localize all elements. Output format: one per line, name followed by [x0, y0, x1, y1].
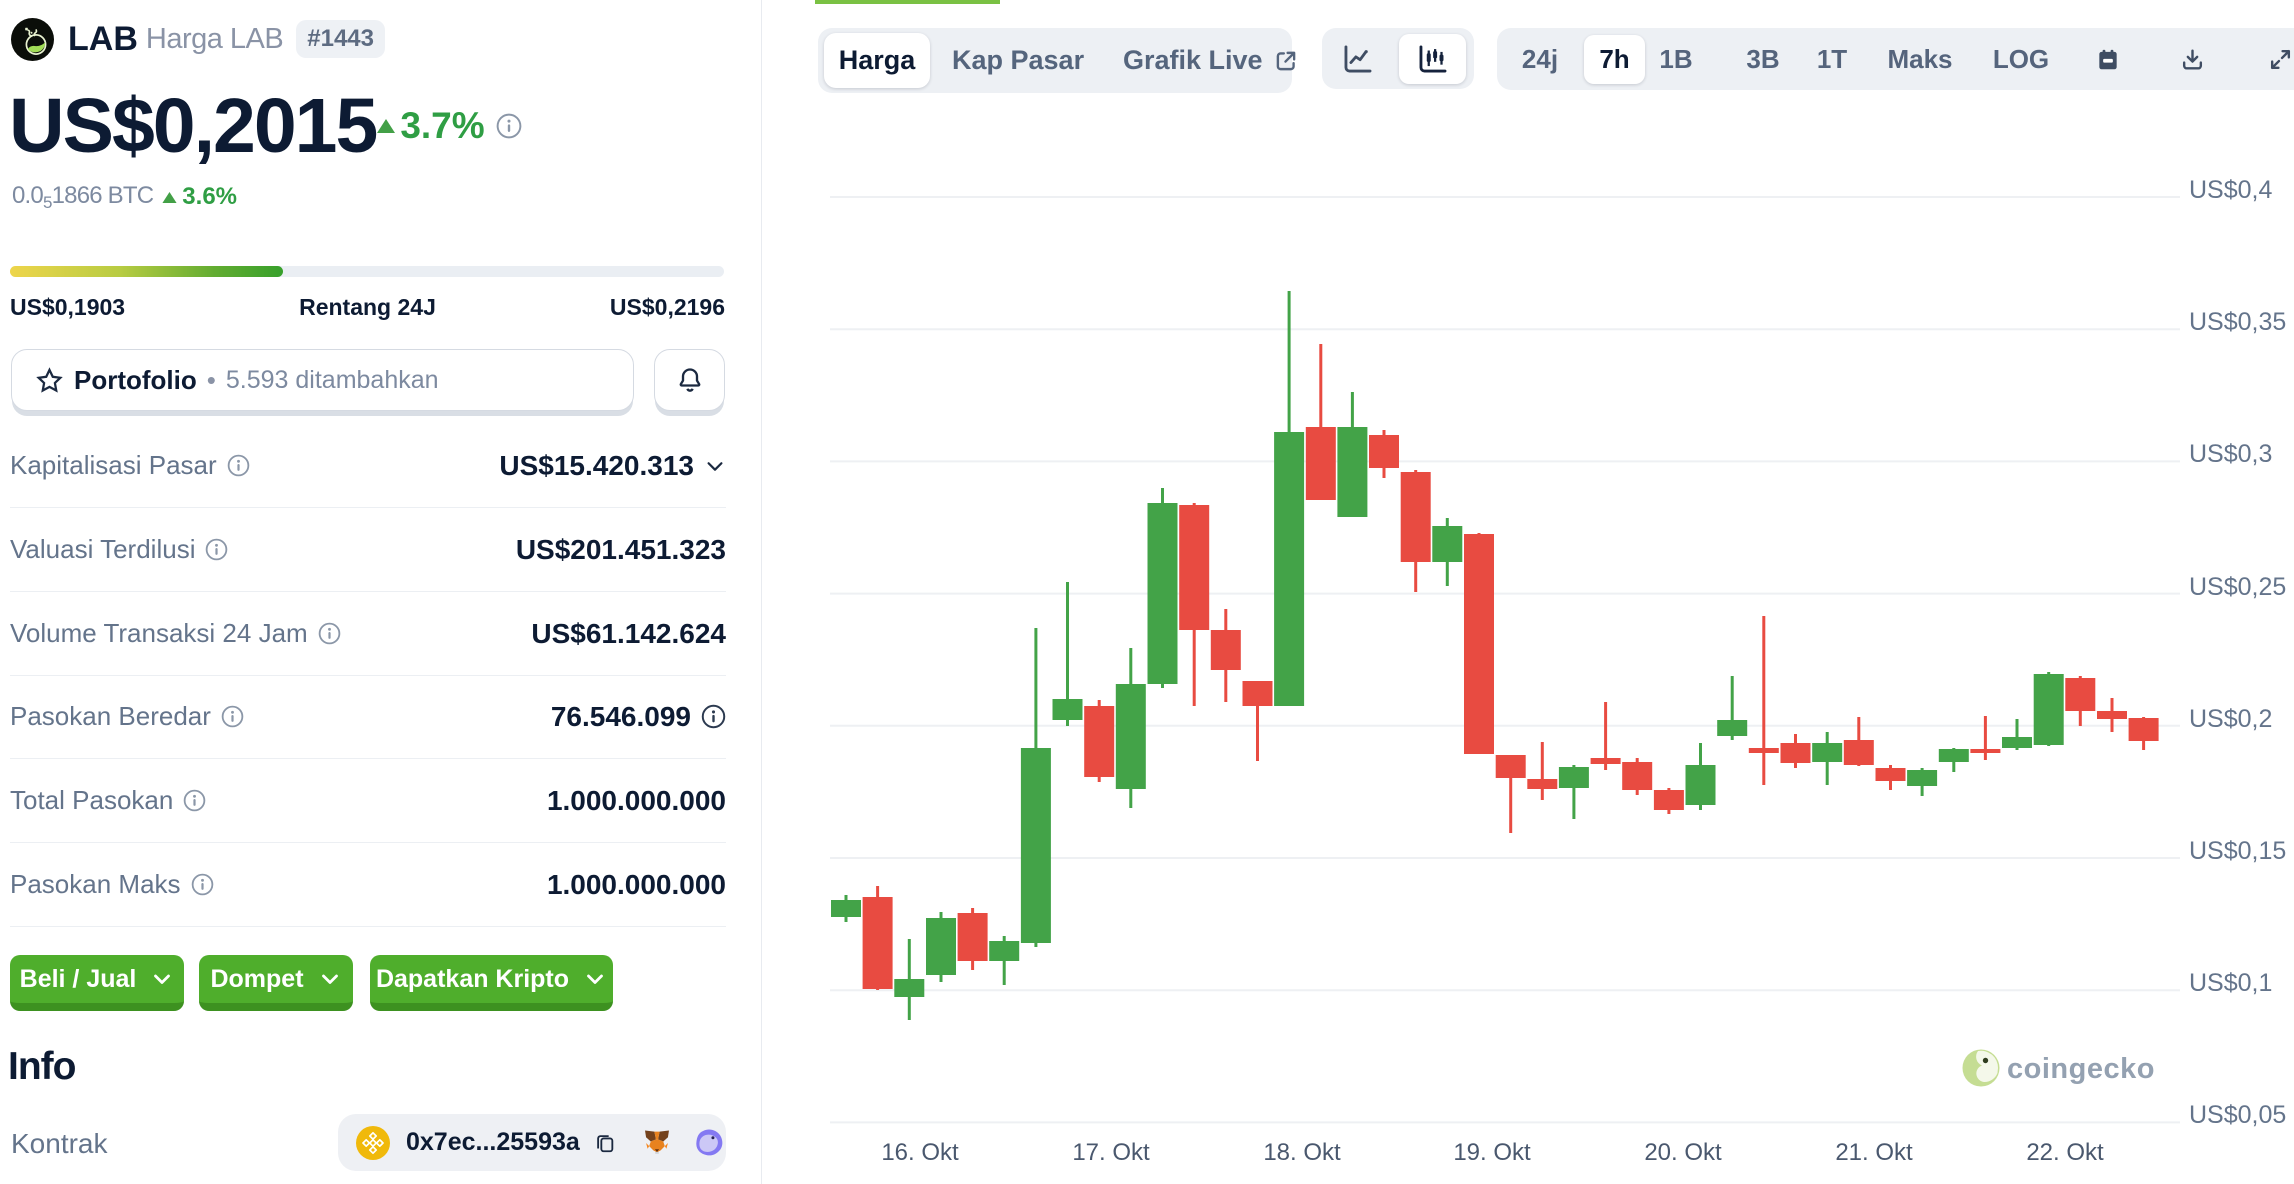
svg-text:US$0,25: US$0,25 — [2189, 573, 2286, 601]
svg-text:20. Okt: 20. Okt — [1644, 1139, 1722, 1166]
svg-text:US$0,3: US$0,3 — [2189, 440, 2272, 468]
svg-text:US$0,2: US$0,2 — [2189, 705, 2272, 733]
svg-text:17. Okt: 17. Okt — [1072, 1139, 1150, 1166]
svg-text:US$0,4: US$0,4 — [2189, 176, 2272, 204]
svg-text:coingecko: coingecko — [2007, 1053, 2155, 1085]
svg-text:18. Okt: 18. Okt — [1263, 1139, 1341, 1166]
svg-text:US$0,15: US$0,15 — [2189, 837, 2286, 865]
svg-text:21. Okt: 21. Okt — [1835, 1139, 1913, 1166]
svg-text:16. Okt: 16. Okt — [881, 1139, 959, 1166]
svg-text:22. Okt: 22. Okt — [2026, 1139, 2104, 1166]
svg-text:US$0,05: US$0,05 — [2189, 1101, 2286, 1129]
svg-text:US$0,35: US$0,35 — [2189, 308, 2286, 336]
svg-text:19. Okt: 19. Okt — [1453, 1139, 1531, 1166]
svg-text:US$0,1: US$0,1 — [2189, 969, 2272, 997]
